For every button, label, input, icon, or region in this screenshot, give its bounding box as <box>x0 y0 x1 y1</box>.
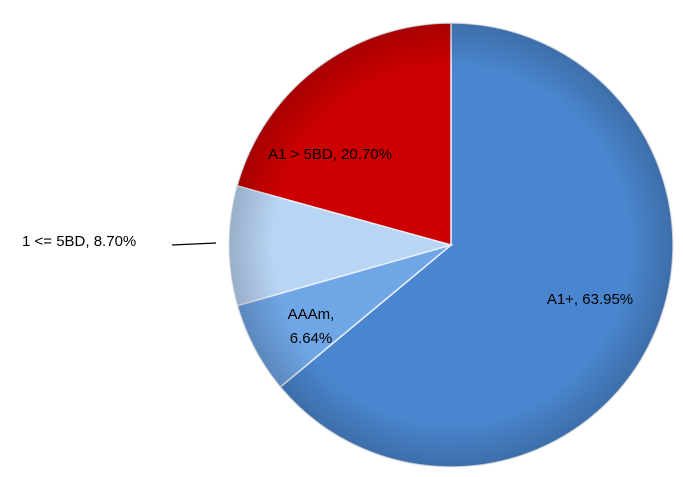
data-label: A1+, 63.95% <box>547 291 633 308</box>
data-label: A1 > 5BD, 20.70% <box>268 146 392 163</box>
data-label-line: AAAm, <box>288 306 335 323</box>
leader-line <box>171 242 217 246</box>
data-label: AAAm, 6.64% <box>288 306 335 347</box>
data-label-line: 6.64% <box>290 330 333 347</box>
data-label: 1 <= 5BD, 8.70% <box>22 233 136 250</box>
